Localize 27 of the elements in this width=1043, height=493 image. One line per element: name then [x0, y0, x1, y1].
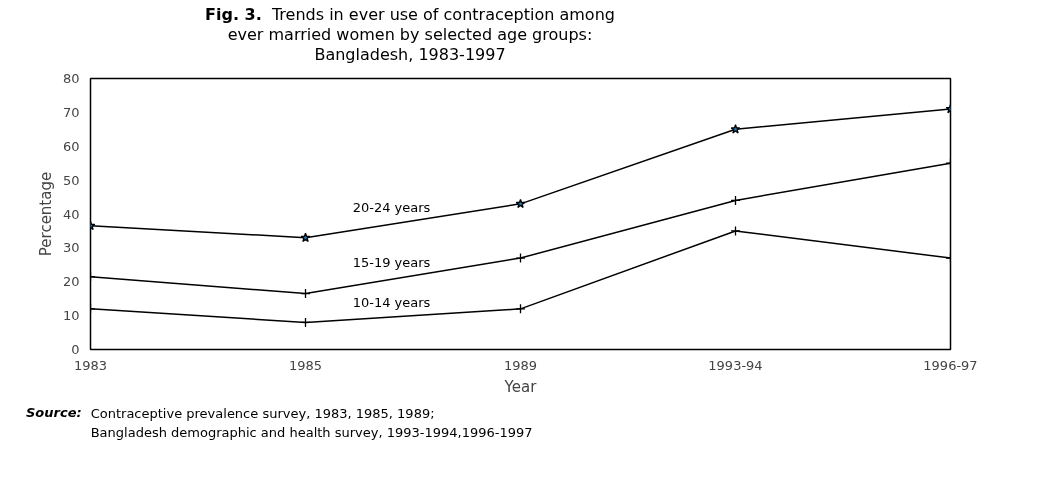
series-label: 20-24 years: [352, 199, 431, 215]
y-tick-label: 60: [62, 138, 80, 154]
series-label: 15-19 years: [352, 254, 431, 270]
x-tick-label: 1993-94: [708, 357, 763, 373]
y-tick-label: 70: [62, 104, 80, 120]
y-tick-label: 50: [62, 172, 80, 188]
y-tick-label: 0: [71, 342, 80, 357]
source-note: Source: Contraceptive prevalence survey, 1983, 1985, 1989; Bangladesh demographic and health survey, 1993-1994,1996-1997: [26, 403, 534, 443]
y-tick-label: 20: [62, 274, 80, 290]
point: [515, 198, 526, 209]
y-axis-title: Percentage: [36, 171, 55, 257]
y-tick-label: 30: [62, 240, 80, 256]
series-label: 10-14 years: [352, 294, 431, 310]
x-tick-label: 1985: [288, 357, 323, 373]
point: [730, 225, 741, 237]
x-tick-label: 1989: [503, 357, 538, 373]
y-tick-label: 10: [62, 308, 80, 324]
y-tick-label: 80: [62, 71, 80, 86]
point: [515, 303, 526, 314]
y-tick-label: 40: [62, 206, 80, 222]
chart-title: Fig. 3. Trends in ever use of contraception among ever married women by selected age groups: Bangladesh, 1983-1997: [204, 5, 616, 65]
x-tick-label: 1996-97: [923, 357, 978, 373]
x-tick-label: 1983: [73, 357, 108, 373]
point: [515, 252, 526, 264]
point: [730, 124, 741, 134]
point: [300, 232, 311, 242]
x-axis-title: Year: [503, 377, 538, 396]
